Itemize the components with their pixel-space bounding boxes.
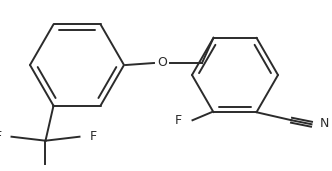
- Text: F: F: [90, 130, 97, 143]
- Text: F: F: [0, 130, 2, 143]
- Text: F: F: [174, 114, 182, 127]
- Text: N: N: [319, 117, 329, 130]
- Text: O: O: [157, 56, 167, 69]
